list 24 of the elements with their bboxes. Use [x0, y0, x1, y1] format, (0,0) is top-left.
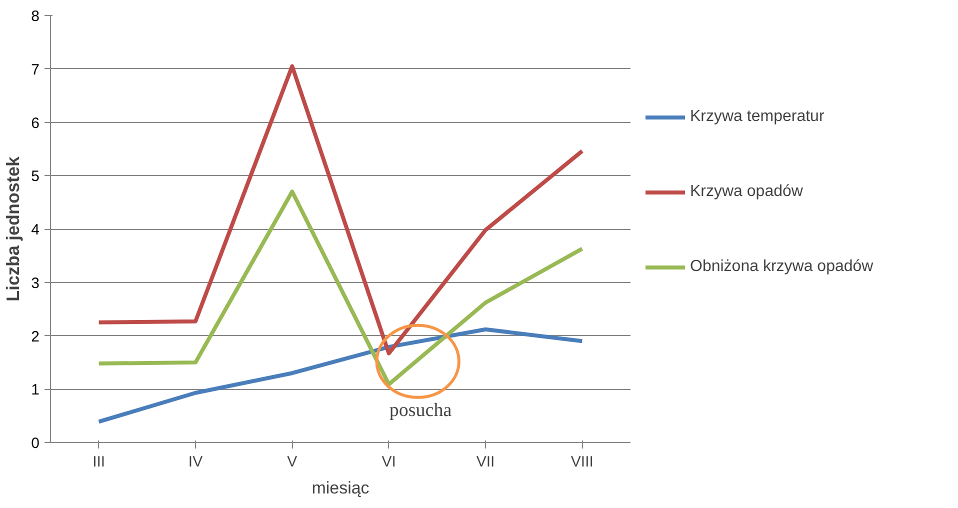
y-tick-label: 3 — [31, 274, 40, 292]
y-tick-label: 0 — [31, 435, 40, 452]
y-axis-title: Liczba jednostek — [3, 155, 24, 302]
x-axis-title: miesiąc — [312, 478, 370, 498]
x-tick-label: IV — [188, 454, 203, 470]
annotation: posucha — [389, 400, 452, 421]
y-tick-label: 8 — [31, 8, 40, 25]
y-tick-label: 2 — [31, 328, 40, 346]
x-tick-label: VIII — [570, 454, 594, 470]
legend-label: Krzywa temperatur — [690, 107, 826, 127]
y-tick-label: 7 — [31, 61, 40, 78]
x-tick-label: VII — [476, 454, 495, 470]
x-tick-label: V — [287, 454, 298, 470]
line-series — [96, 190, 584, 386]
x-tick-label: VI — [382, 454, 396, 470]
x-tick-label: III — [92, 454, 106, 470]
y-tick-label: 1 — [31, 382, 40, 399]
legend-label: Obniżona krzywa opadów — [690, 257, 874, 277]
line-series — [96, 64, 584, 356]
legend-label: Krzywa opadów — [690, 182, 804, 202]
y-tick-label: 6 — [31, 114, 40, 132]
y-tick-label: 4 — [31, 222, 40, 238]
y-tick-label: 5 — [31, 168, 40, 186]
line-series — [96, 327, 584, 424]
